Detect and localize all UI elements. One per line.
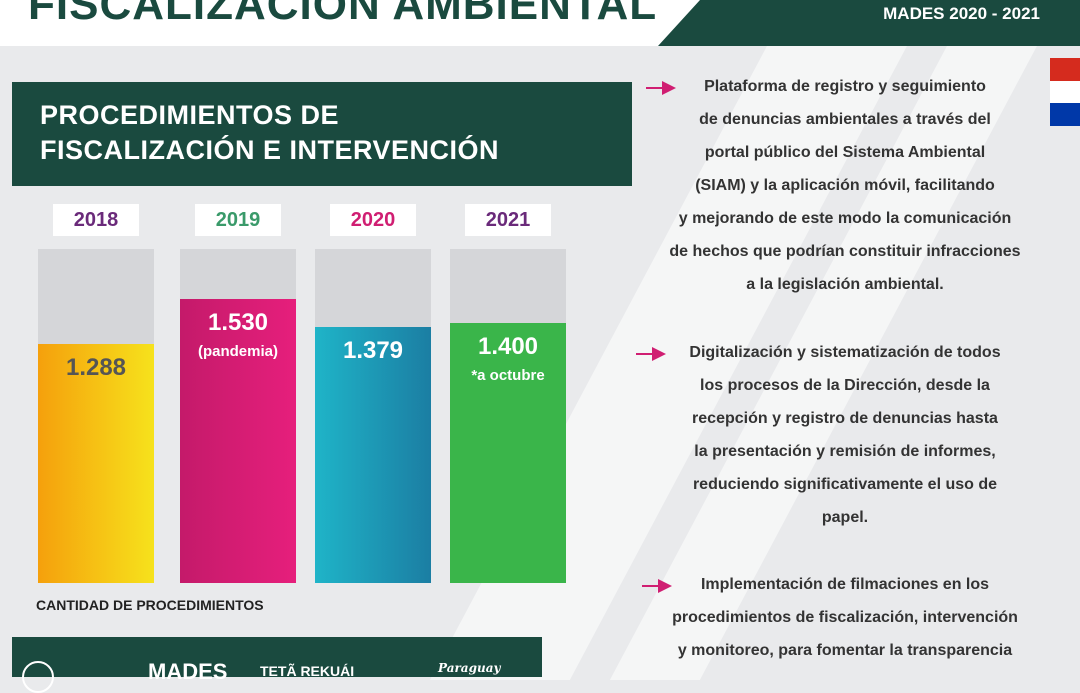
paragraph-line: papel. bbox=[821, 509, 869, 526]
bar-track-2019: 1.530 (pandemia) bbox=[180, 249, 296, 583]
top-banner-title-area bbox=[0, 0, 700, 46]
description-paragraph: Implementación de filmaciones en los proc… bbox=[640, 568, 1050, 667]
bar-note-2021: *a octubre bbox=[471, 367, 545, 384]
year-label-2020: 2020 bbox=[330, 204, 416, 236]
year-label-2018: 2018 bbox=[53, 204, 139, 236]
bar-value-2021: 1.400 bbox=[477, 333, 539, 360]
bar-track-2020: 1.379 bbox=[315, 249, 431, 583]
paragraph-line: procedimientos de fiscalización, interve… bbox=[672, 609, 1018, 626]
paragraph-line: los procesos de la Dirección, desde la bbox=[700, 377, 990, 394]
section-title: PROCEDIMIENTOS DE FISCALIZACIÓN E INTERV… bbox=[40, 98, 499, 168]
pink-arrow-icon bbox=[636, 347, 666, 361]
description-paragraph: Digitalización y sistematización de todo… bbox=[640, 336, 1050, 534]
bar-2018: 1.288 bbox=[38, 344, 154, 583]
description-paragraph: Plataforma de registro y seguimiento de d… bbox=[640, 70, 1050, 301]
bar-track-2021: 1.400 *a octubre bbox=[450, 249, 566, 583]
main-title: FISCALIZACIÓN AMBIENTAL bbox=[28, 0, 658, 29]
bar-2021: 1.400 *a octubre bbox=[450, 323, 566, 583]
paragraph-line: y monitoreo, para fomentar la transparen… bbox=[677, 642, 1013, 659]
year-label-2021: 2021 bbox=[465, 204, 551, 236]
paragraph-line: Plataforma de registro y seguimiento bbox=[704, 78, 986, 95]
logo-mades: MADES bbox=[148, 659, 228, 684]
bar-note-2019: (pandemia) bbox=[197, 343, 278, 360]
period-label: MADES 2020 - 2021 bbox=[883, 4, 1040, 23]
bar-value-2019: 1.530 bbox=[207, 309, 269, 336]
section-title-line2: FISCALIZACIÓN E INTERVENCIÓN bbox=[40, 135, 500, 165]
paraguay-flag-icon bbox=[1050, 58, 1080, 126]
paragraph-line: Implementación de filmaciones en los bbox=[700, 576, 990, 593]
bar-value-2018: 1.288 bbox=[65, 354, 127, 381]
paragraph-line: de denuncias ambientales a través del bbox=[699, 111, 991, 128]
paragraph-line: reduciendo significativamente el uso de bbox=[692, 476, 998, 493]
logo-teta-rekuai: TETÃ REKUÁI bbox=[260, 663, 355, 679]
logo-paraguay: Paraguay bbox=[438, 661, 501, 675]
footer-logo-bar: MADES TETÃ REKUÁI Paraguay bbox=[12, 637, 542, 693]
paragraph-line: la presentación y remisión de informes, bbox=[694, 443, 996, 460]
pink-arrow-icon bbox=[646, 81, 676, 95]
bar-2020: 1.379 bbox=[315, 327, 431, 583]
paragraph-line: y mejorando de este modo la comunicación bbox=[678, 210, 1012, 227]
bar-2019: 1.530 (pandemia) bbox=[180, 299, 296, 583]
section-title-box: PROCEDIMIENTOS DE FISCALIZACIÓN E INTERV… bbox=[12, 82, 632, 186]
paragraph-line: a la legislación ambiental. bbox=[746, 276, 944, 293]
paragraph-line: recepción y registro de denuncias hasta bbox=[692, 410, 998, 427]
paragraph-line: de hechos que podrían constituir infracc… bbox=[669, 243, 1021, 260]
section-title-line1: PROCEDIMIENTOS DE bbox=[40, 100, 340, 130]
paragraph-line: (SIAM) y la aplicación móvil, facilitand… bbox=[695, 177, 995, 194]
pink-arrow-icon bbox=[642, 579, 672, 593]
bar-track-2018: 1.288 bbox=[38, 249, 154, 583]
paragraph-line: portal público del Sistema Ambiental bbox=[704, 144, 986, 161]
government-seal-icon bbox=[22, 661, 54, 693]
paragraph-line: Digitalización y sistematización de todo… bbox=[689, 344, 1001, 361]
chart-x-label: CANTIDAD DE PROCEDIMIENTOS bbox=[36, 597, 264, 613]
year-label-2019: 2019 bbox=[195, 204, 281, 236]
bar-value-2020: 1.379 bbox=[342, 337, 404, 364]
